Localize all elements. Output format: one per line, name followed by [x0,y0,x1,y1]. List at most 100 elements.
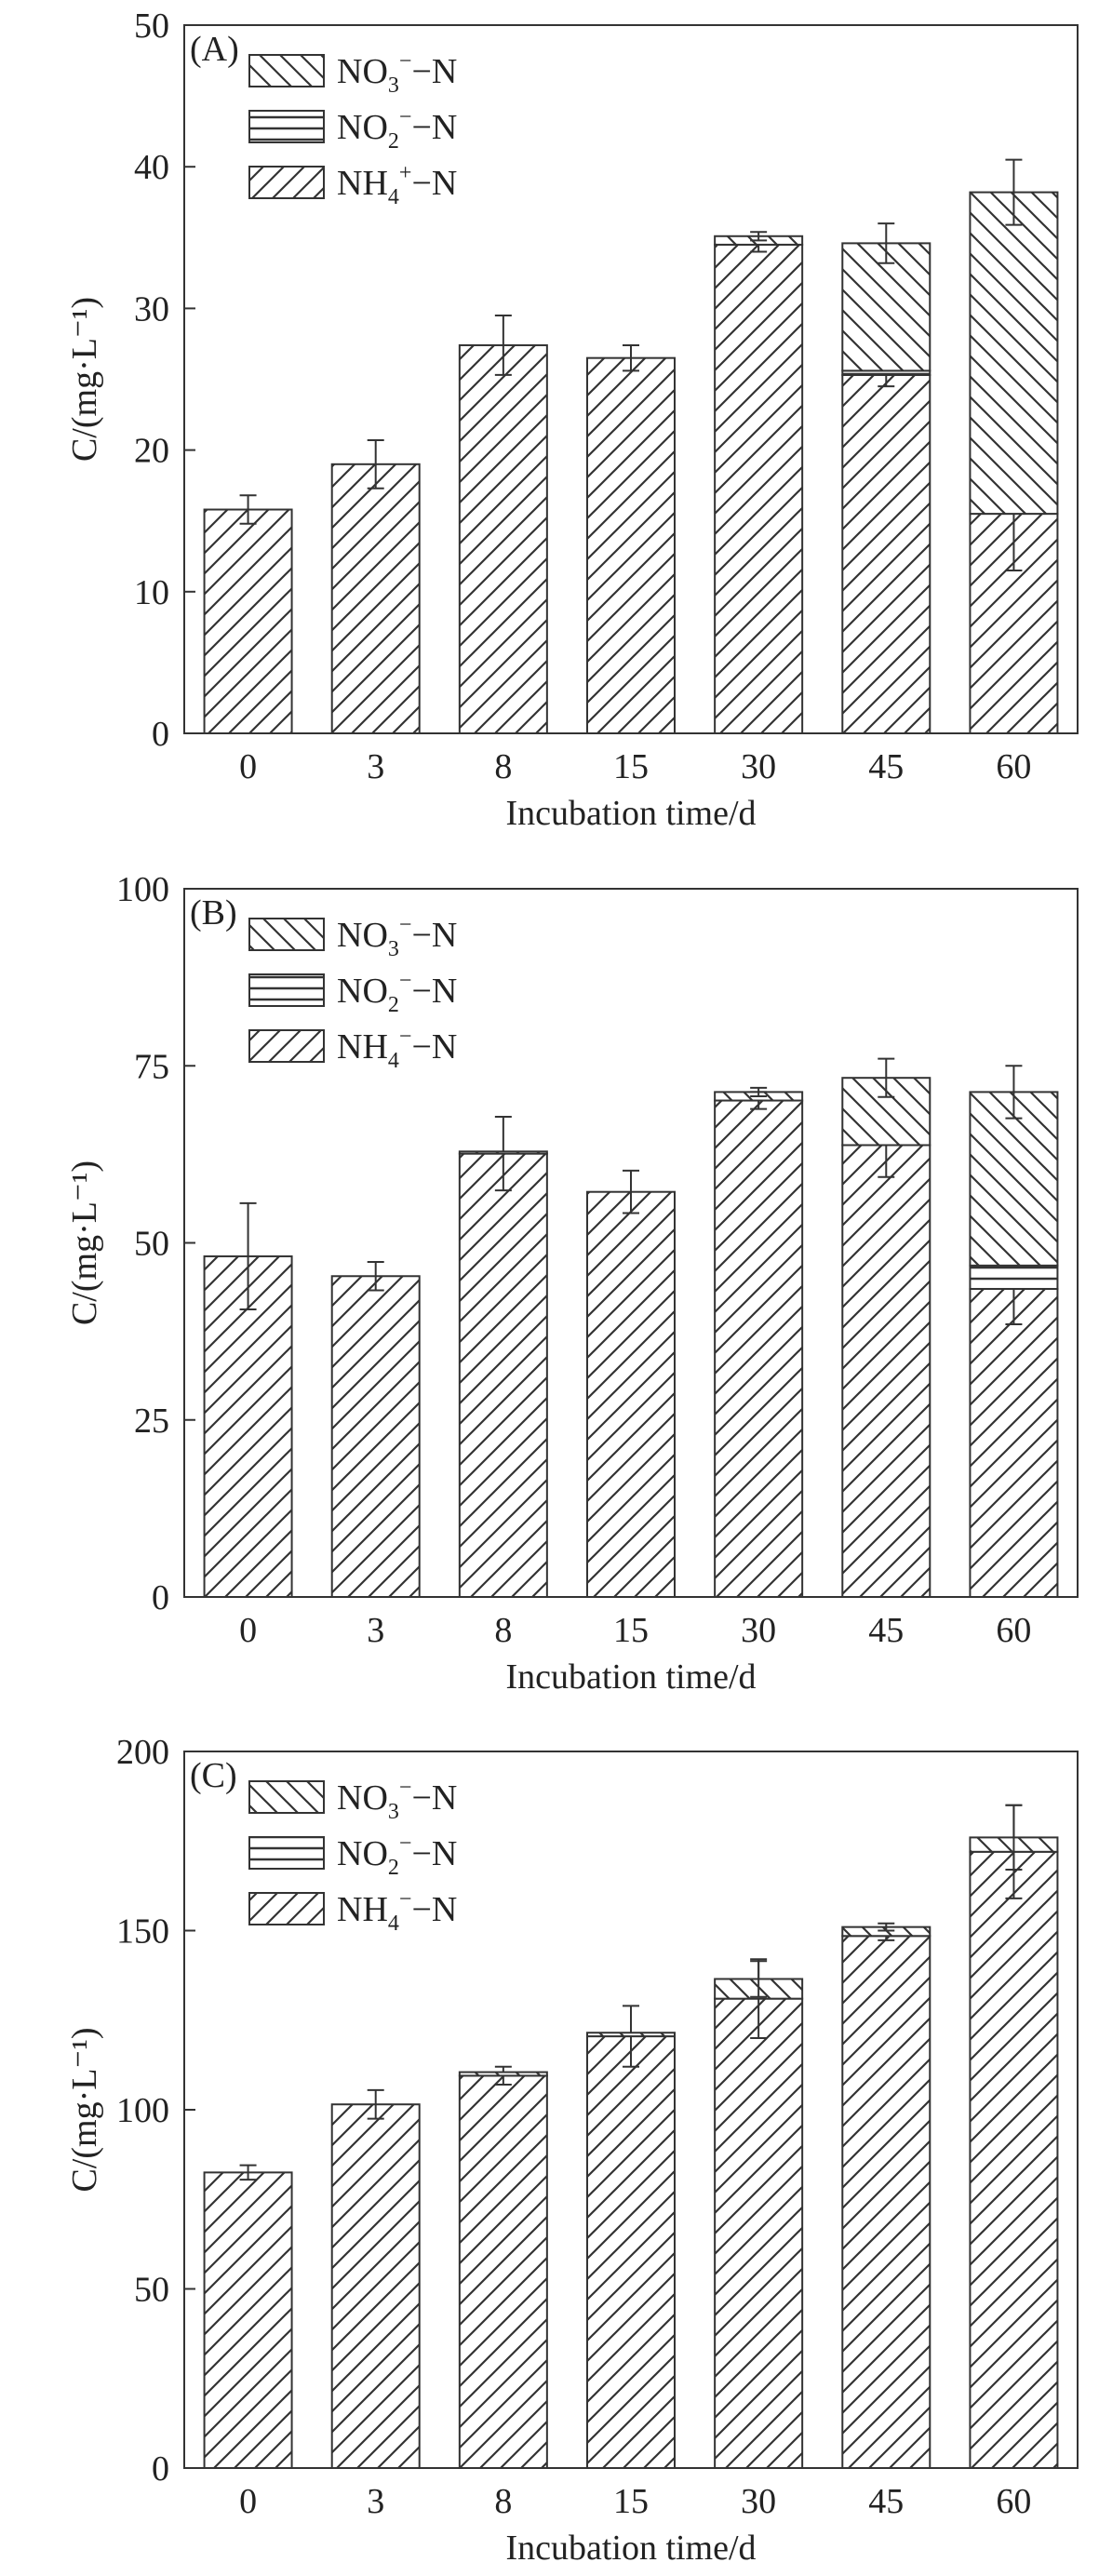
bar-segment-backslash [586,2032,676,2038]
bar-segment-slash [330,1275,421,1598]
error-bar [1005,1804,1023,1872]
y-tick-label: 150 [116,1912,169,1952]
bar-segment-slash [841,1935,931,2469]
legend-label: NO2−−N [337,105,457,154]
x-tick-label: 45 [868,1611,904,1650]
bar-segment-slash [330,2103,421,2470]
x-tick-label: 15 [613,747,649,786]
chart-panel-2: (C) 0 50 100 150 200 C/(mg·L⁻¹) 0 3 8 15 30 45 60 Incu… [65,1733,1079,2568]
x-tick-label: 15 [613,2482,649,2521]
chart-panel-0: (A) 0 10 20 30 40 50 C/(mg·L⁻¹) 0 3 8 15 30 45 60 Incub… [65,7,1079,833]
bar-segment-slash [458,2074,548,2470]
x-tick-label: 30 [741,747,776,786]
y-axis-title: C/(mg·L⁻¹) [65,2027,104,2192]
error-bar [367,438,384,490]
y-tick-label: 25 [134,1402,169,1441]
bar-segment-slash [458,1152,548,1598]
x-tick-label: 8 [494,1611,512,1650]
x-tick-label: 8 [494,2482,512,2521]
y-axis-title: C/(mg·L⁻¹) [65,297,104,462]
error-bar [1005,158,1023,226]
bar-segment-backslash [458,1150,548,1155]
bar-segment-slash [841,373,931,734]
x-axis-title: Incubation time/d [505,1657,756,1697]
bar-segment-slash [969,1287,1059,1598]
error-bar [878,1922,895,1932]
legend-label: NO3−−N [337,1776,457,1824]
error-bar [1005,1065,1023,1120]
error-bar [750,1960,768,1998]
y-tick-label: 50 [134,7,169,46]
legend-swatch-backslash [248,54,325,87]
y-tick-label: 50 [134,2271,169,2310]
y-tick-label: 200 [116,1733,169,1772]
error-bar [367,1261,384,1292]
x-tick-label: 45 [868,747,904,786]
legend: NO3−−N NO2−−N NH4+−N [248,49,457,209]
x-tick-label: 60 [996,747,1031,786]
bar-segment-slash [203,2171,293,2469]
error-bar [623,1169,639,1214]
legend-swatch-slash [248,1029,325,1063]
legend-swatch-horizontal [248,110,325,143]
legend-label: NH4−−N [337,1025,457,1073]
bar-segment-slash [714,1997,804,2469]
x-tick-label: 3 [367,2482,384,2521]
bar-segment-slash [841,1144,931,1599]
y-tick-label: 0 [152,715,169,754]
legend-swatch-horizontal [248,973,325,1007]
legend-label: NO2−−N [337,1831,457,1880]
y-tick-label: 100 [116,870,169,909]
bar-segment-backslash [458,2071,548,2077]
legend-swatch-slash [248,1892,325,1925]
error-bar [239,494,257,525]
bar-segment-slash [203,508,293,734]
legend-label: NO3−−N [337,913,457,961]
error-bar [878,222,895,264]
bar-segment-slash [203,1254,293,1598]
x-tick-label: 45 [868,2482,904,2521]
bar-segment-slash [330,463,421,734]
legend-label: NH4−−N [337,1887,457,1936]
y-tick-label: 20 [134,432,169,471]
panel-label: (C) [190,1756,237,1795]
error-bar [878,1057,895,1098]
bar-segment-slash [586,356,676,734]
legend-swatch-backslash [248,1780,325,1814]
x-axis-title: Incubation time/d [505,794,756,833]
x-tick-label: 0 [239,2482,257,2521]
y-axis-title: C/(mg·L⁻¹) [65,1161,104,1325]
y-tick-label: 30 [134,289,169,329]
y-tick-label: 40 [134,148,169,187]
error-bar [494,315,512,376]
bar-segment-slash [586,1190,676,1598]
bar-segment-slash [458,343,548,734]
y-tick-label: 0 [152,1578,169,1617]
error-bar [367,2088,384,2120]
error-bar [239,1201,257,1311]
y-tick-label: 75 [134,1047,169,1086]
x-tick-label: 30 [741,2482,776,2521]
chart-panel-1: (B) 0 25 50 75 100 C/(mg·L⁻¹) 0 3 8 15 30 45 60 Incuba… [65,870,1079,1697]
x-tick-label: 3 [367,1611,384,1650]
legend-swatch-backslash [248,918,325,951]
error-bar [239,2164,257,2181]
error-bar [750,231,768,242]
bar-segment-horizontal [969,1264,1059,1290]
x-tick-label: 3 [367,747,384,786]
bar-segment-backslash [841,242,931,372]
bar-segment-slash [714,243,804,735]
x-tick-label: 0 [239,747,257,786]
legend-label: NH4+−N [337,161,457,209]
bar-segment-slash [969,1850,1059,2470]
x-tick-label: 15 [613,1611,649,1650]
x-tick-label: 8 [494,747,512,786]
y-tick-label: 50 [134,1225,169,1264]
legend: NO3−−N NO2−−N NH4−−N [248,1776,457,1936]
legend-swatch-slash [248,166,325,199]
y-tick-label: 0 [152,2449,169,2489]
bar-segment-backslash [969,191,1059,516]
error-bar [750,1086,768,1097]
y-tick-label: 100 [116,2091,169,2130]
legend-swatch-horizontal [248,1836,325,1870]
